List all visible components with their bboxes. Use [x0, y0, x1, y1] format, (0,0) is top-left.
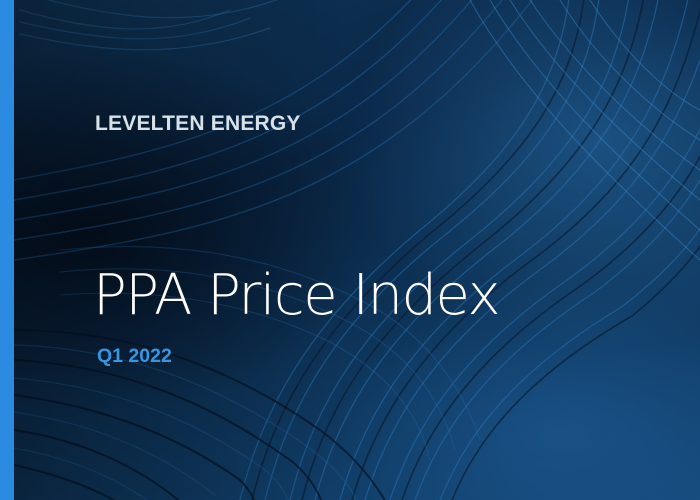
accent-bar	[0, 0, 14, 500]
brand-name: LEVELTEN ENERGY	[95, 112, 301, 135]
report-period: Q1 2022	[97, 345, 172, 367]
report-title: PPA Price Index	[93, 263, 501, 328]
